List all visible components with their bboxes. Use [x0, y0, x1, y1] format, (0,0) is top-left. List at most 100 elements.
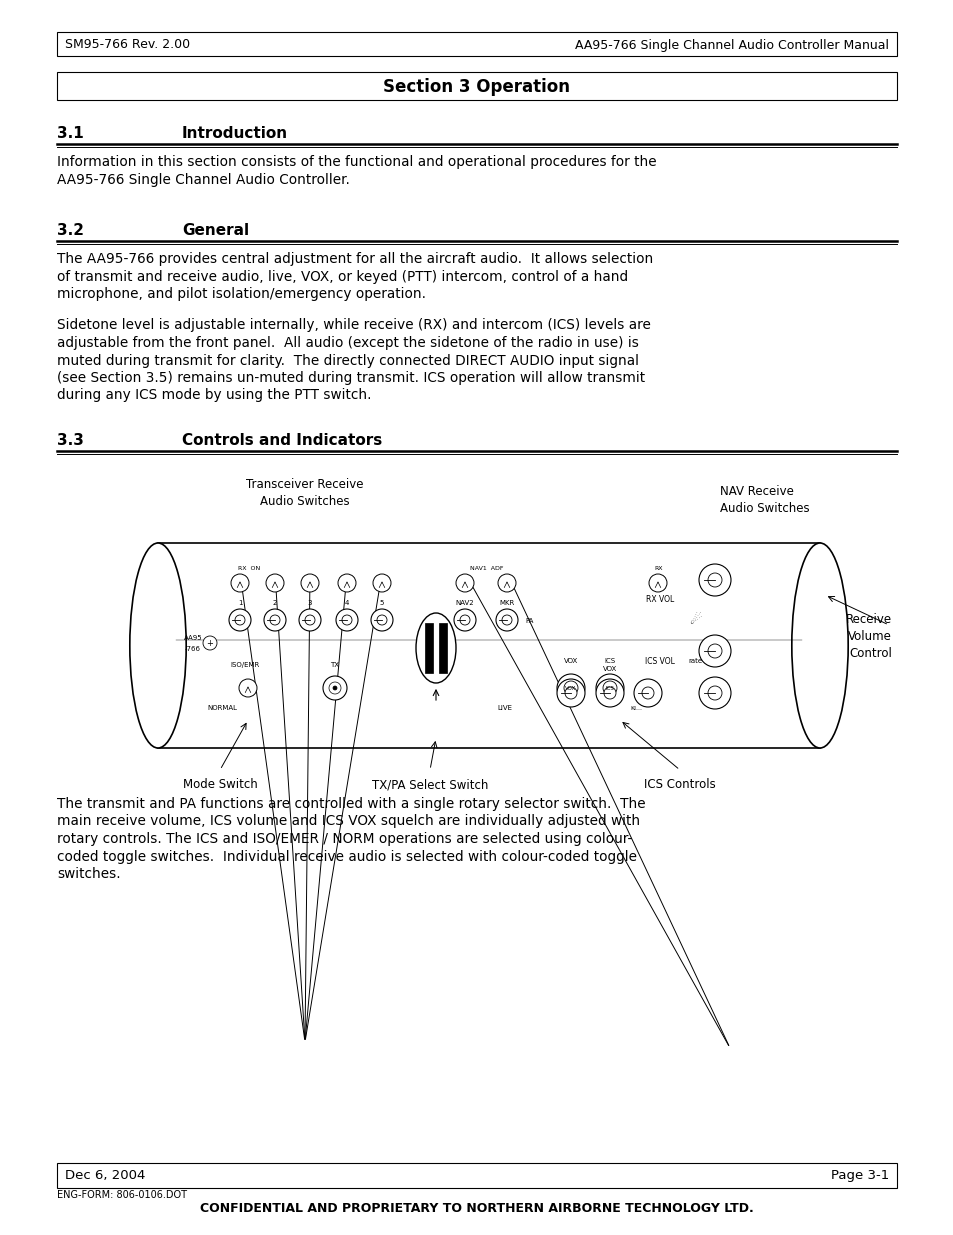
Text: Section 3 Operation: Section 3 Operation [383, 78, 570, 96]
Circle shape [557, 679, 584, 706]
Text: microphone, and pilot isolation/emergency operation.: microphone, and pilot isolation/emergenc… [57, 287, 426, 301]
Text: 4: 4 [344, 600, 349, 606]
Text: NAV Receive
Audio Switches: NAV Receive Audio Switches [720, 485, 809, 515]
Text: NORMAL: NORMAL [207, 705, 236, 711]
Text: Mode Switch: Mode Switch [182, 778, 257, 790]
Text: ☄: ☄ [688, 613, 700, 627]
Text: RX: RX [654, 567, 662, 572]
Circle shape [264, 609, 286, 631]
Text: RX VOL: RX VOL [645, 594, 674, 604]
Ellipse shape [416, 613, 456, 683]
Circle shape [699, 677, 730, 709]
Circle shape [298, 609, 320, 631]
Text: PA: PA [525, 618, 534, 624]
Circle shape [270, 615, 280, 625]
Text: 2: 2 [273, 600, 277, 606]
Circle shape [634, 679, 661, 706]
Circle shape [337, 574, 355, 592]
Circle shape [239, 679, 256, 697]
Text: General: General [182, 224, 249, 238]
Circle shape [564, 687, 577, 699]
Ellipse shape [130, 543, 186, 748]
Circle shape [454, 609, 476, 631]
Text: rate: rate [687, 658, 701, 664]
Text: Page 3-1: Page 3-1 [830, 1170, 888, 1182]
Text: +: + [207, 638, 213, 647]
Text: AA95-766 Single Channel Audio Controller Manual: AA95-766 Single Channel Audio Controller… [575, 38, 888, 52]
Circle shape [602, 680, 617, 695]
Text: during any ICS mode by using the PTT switch.: during any ICS mode by using the PTT swi… [57, 389, 371, 403]
Text: NAV2: NAV2 [456, 600, 474, 606]
Circle shape [229, 609, 251, 631]
Text: TX/PA Select Switch: TX/PA Select Switch [372, 778, 488, 790]
Circle shape [459, 615, 470, 625]
Circle shape [596, 679, 623, 706]
Text: 3: 3 [308, 600, 312, 606]
Text: LIVE: LIVE [497, 705, 512, 711]
Text: VOX: VOX [602, 666, 617, 672]
Text: SM95-766 Rev. 2.00: SM95-766 Rev. 2.00 [65, 38, 190, 52]
Text: CONFIDENTIAL AND PROPRIETARY TO NORTHERN AIRBORNE TECHNOLOGY LTD.: CONFIDENTIAL AND PROPRIETARY TO NORTHERN… [200, 1202, 753, 1215]
Text: 3.1: 3.1 [57, 126, 84, 141]
Circle shape [707, 573, 721, 587]
Circle shape [376, 615, 387, 625]
Circle shape [266, 574, 284, 592]
Text: main receive volume, ICS volume and ICS VOX squelch are individually adjusted wi: main receive volume, ICS volume and ICS … [57, 815, 639, 829]
Circle shape [371, 609, 393, 631]
Text: Controls and Indicators: Controls and Indicators [182, 433, 382, 448]
Bar [57, 32, 896, 56]
Circle shape [699, 635, 730, 667]
Circle shape [333, 685, 336, 690]
Text: ENG-FORM: 806-0106.DOT: ENG-FORM: 806-0106.DOT [57, 1191, 187, 1200]
Circle shape [323, 676, 347, 700]
Text: coded toggle switches.  Individual receive audio is selected with colour-coded t: coded toggle switches. Individual receiv… [57, 850, 637, 863]
Text: KI...: KI... [629, 705, 641, 710]
Bar [57, 72, 896, 100]
Circle shape [456, 574, 474, 592]
Text: adjustable from the front panel.  All audio (except the sidetone of the radio in: adjustable from the front panel. All aud… [57, 336, 639, 350]
Text: -766: -766 [185, 646, 201, 652]
Circle shape [641, 687, 654, 699]
Ellipse shape [791, 543, 847, 748]
Bar [158, 543, 820, 748]
Circle shape [497, 574, 516, 592]
Text: ICS VOL: ICS VOL [644, 657, 674, 666]
Text: Receive
Volume
Control: Receive Volume Control [845, 613, 891, 659]
Text: AA95: AA95 [184, 635, 202, 641]
Circle shape [231, 574, 249, 592]
Text: The transmit and PA functions are controlled with a single rotary selector switc: The transmit and PA functions are contro… [57, 797, 645, 811]
Bar [424, 622, 433, 673]
Circle shape [305, 615, 314, 625]
Circle shape [373, 574, 391, 592]
Circle shape [234, 615, 245, 625]
Text: TX: TX [330, 662, 339, 668]
Text: 5: 5 [379, 600, 384, 606]
Circle shape [648, 574, 666, 592]
Circle shape [341, 615, 352, 625]
Text: 3.3: 3.3 [57, 433, 84, 448]
Text: MKR: MKR [498, 600, 514, 606]
Text: rotary controls. The ICS and ISO/EMER / NORM operations are selected using colou: rotary controls. The ICS and ISO/EMER / … [57, 832, 632, 846]
Circle shape [563, 680, 578, 695]
Text: 1: 1 [237, 600, 242, 606]
Bar [156, 543, 175, 747]
Text: VOX: VOX [563, 658, 578, 664]
Bar [57, 1163, 896, 1188]
Text: VOX: VOX [565, 685, 576, 690]
Text: ICS: ICS [605, 685, 614, 690]
Text: switches.: switches. [57, 867, 120, 881]
Text: The AA95-766 provides central adjustment for all the aircraft audio.  It allows : The AA95-766 provides central adjustment… [57, 252, 653, 266]
Text: Transceiver Receive
Audio Switches: Transceiver Receive Audio Switches [246, 478, 363, 508]
Bar [801, 543, 821, 747]
Text: ISO/EMR: ISO/EMR [230, 662, 259, 668]
Text: 3.2: 3.2 [57, 224, 84, 238]
Text: Introduction: Introduction [182, 126, 288, 141]
Circle shape [707, 643, 721, 658]
Text: Information in this section consists of the functional and operational procedure: Information in this section consists of … [57, 156, 656, 169]
Text: of transmit and receive audio, live, VOX, or keyed (PTT) intercom, control of a : of transmit and receive audio, live, VOX… [57, 269, 627, 284]
Circle shape [603, 687, 616, 699]
Bar [438, 622, 447, 673]
Circle shape [335, 609, 357, 631]
Text: Dec 6, 2004: Dec 6, 2004 [65, 1170, 145, 1182]
Text: muted during transmit for clarity.  The directly connected DIRECT AUDIO input si: muted during transmit for clarity. The d… [57, 353, 639, 368]
